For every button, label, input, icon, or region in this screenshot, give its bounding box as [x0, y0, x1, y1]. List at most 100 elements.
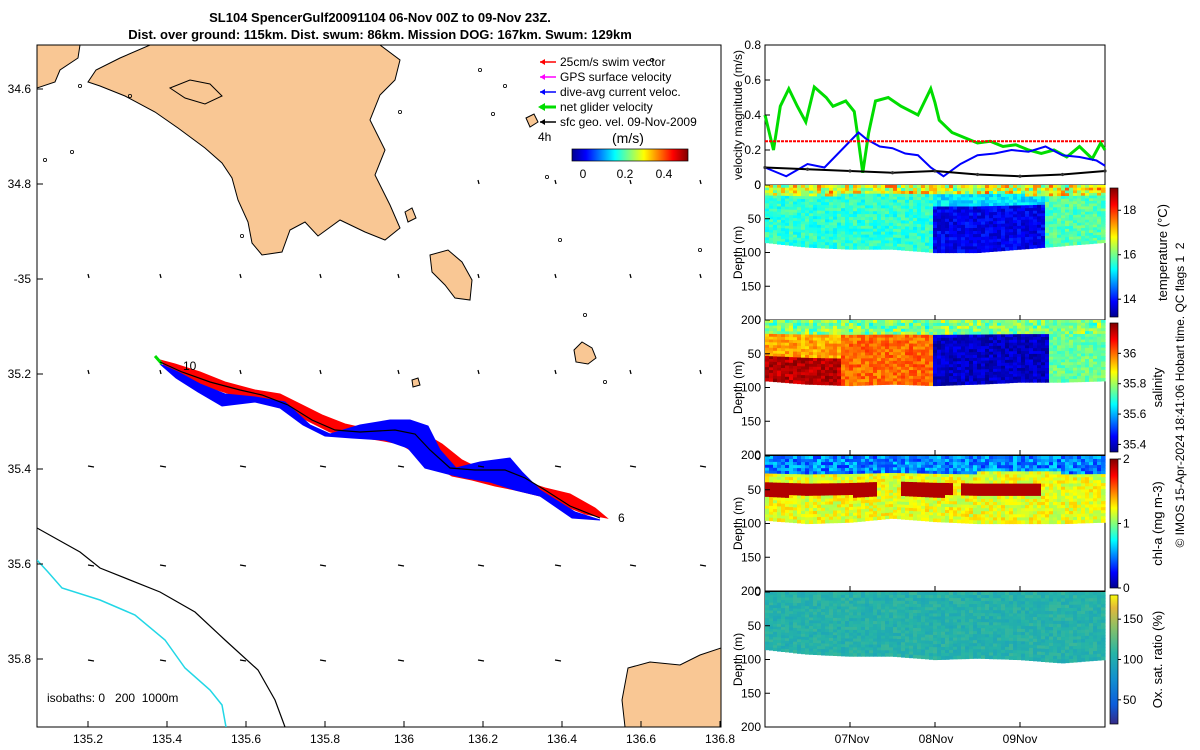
section-cell	[1065, 217, 1070, 222]
section-cell	[1057, 320, 1062, 324]
section-cell	[789, 322, 794, 327]
section-cell	[957, 185, 962, 189]
section-cell	[1033, 185, 1038, 189]
section-cell	[917, 470, 922, 475]
section-cell	[873, 205, 878, 209]
section-cell	[1049, 190, 1054, 194]
section-cell	[937, 364, 942, 369]
section-cell	[801, 243, 806, 248]
section-cell	[965, 194, 970, 198]
section-cell	[1025, 365, 1030, 369]
section-cell	[1033, 368, 1038, 372]
section-cell	[945, 188, 950, 192]
section-cell	[1005, 331, 1010, 335]
section-cell	[997, 217, 1002, 222]
section-cell	[1045, 362, 1050, 366]
section-cell	[1017, 185, 1022, 189]
section-cell	[825, 185, 830, 189]
section-cell	[941, 482, 946, 487]
section-cell	[993, 345, 998, 350]
section-cell	[837, 225, 842, 229]
section-cell	[777, 345, 782, 349]
section-cell	[785, 228, 790, 232]
section-cell	[945, 477, 950, 481]
section-cell	[953, 358, 958, 362]
section-cell	[809, 495, 814, 500]
section-cell	[933, 491, 938, 496]
section-cell	[881, 378, 886, 383]
section-cell	[917, 473, 922, 477]
section-cell	[841, 459, 846, 463]
section-cell	[777, 227, 782, 232]
section-cell	[793, 354, 798, 358]
section-cell	[801, 221, 806, 225]
section-cell	[1073, 367, 1078, 372]
section-cell	[961, 191, 966, 195]
section-cell	[1097, 206, 1102, 210]
section-cell	[885, 512, 890, 517]
section-cell	[969, 343, 974, 347]
section-cell	[833, 373, 838, 377]
section-cell	[1077, 209, 1082, 213]
section-cell	[993, 239, 998, 243]
section-cell	[1037, 233, 1042, 237]
section-cell	[1053, 322, 1058, 327]
section-cell	[849, 214, 854, 218]
geo-arrow	[629, 179, 632, 185]
section-cell	[893, 458, 898, 463]
section-cell	[901, 496, 906, 500]
section-cell	[909, 484, 914, 489]
section-cell	[861, 459, 866, 463]
section-cell	[905, 320, 910, 324]
section-cell	[789, 198, 794, 202]
section-cell	[989, 203, 994, 207]
section-cell	[773, 187, 778, 191]
section-cell	[945, 231, 950, 235]
section-cell	[933, 503, 938, 508]
section-cell	[1029, 190, 1034, 195]
section-cell	[857, 488, 862, 493]
section-cell	[897, 223, 902, 227]
section-cell	[785, 345, 790, 349]
section-cell	[997, 244, 1002, 249]
section-cell	[1017, 211, 1022, 215]
section-cell	[873, 473, 878, 477]
section-cell	[781, 198, 786, 202]
section-cell	[817, 358, 822, 362]
section-cell	[1017, 220, 1022, 224]
section-cell	[1081, 328, 1086, 332]
section-cell	[777, 233, 782, 237]
section-cell	[865, 323, 870, 327]
section-cell	[1029, 228, 1034, 232]
section-cell	[1037, 376, 1042, 380]
section-cell	[1049, 359, 1054, 363]
section-cell	[909, 473, 914, 477]
section-cell	[833, 199, 838, 203]
section-cell	[793, 459, 798, 463]
section-cell	[773, 193, 778, 197]
section-cell	[841, 361, 846, 366]
section-cell	[893, 322, 898, 327]
section-cell	[893, 208, 898, 212]
section-cell	[1049, 210, 1054, 214]
section-cell	[781, 467, 786, 472]
section-cell	[1045, 244, 1050, 248]
section-cell	[949, 191, 954, 195]
section-cell	[877, 372, 882, 377]
section-cell	[949, 465, 954, 469]
section-cell	[961, 381, 966, 386]
section-cell	[989, 236, 994, 240]
section-cell	[845, 323, 850, 327]
section-cell	[853, 370, 858, 375]
section-cell	[1069, 236, 1074, 241]
section-cell	[853, 340, 858, 345]
section-cell	[1077, 241, 1082, 245]
section-cell	[973, 340, 978, 344]
section-cell	[773, 345, 778, 349]
section-cell	[933, 343, 938, 348]
section-cell	[853, 208, 858, 212]
section-cell	[965, 343, 970, 347]
section-cell	[877, 193, 882, 198]
section-cell	[881, 231, 886, 236]
